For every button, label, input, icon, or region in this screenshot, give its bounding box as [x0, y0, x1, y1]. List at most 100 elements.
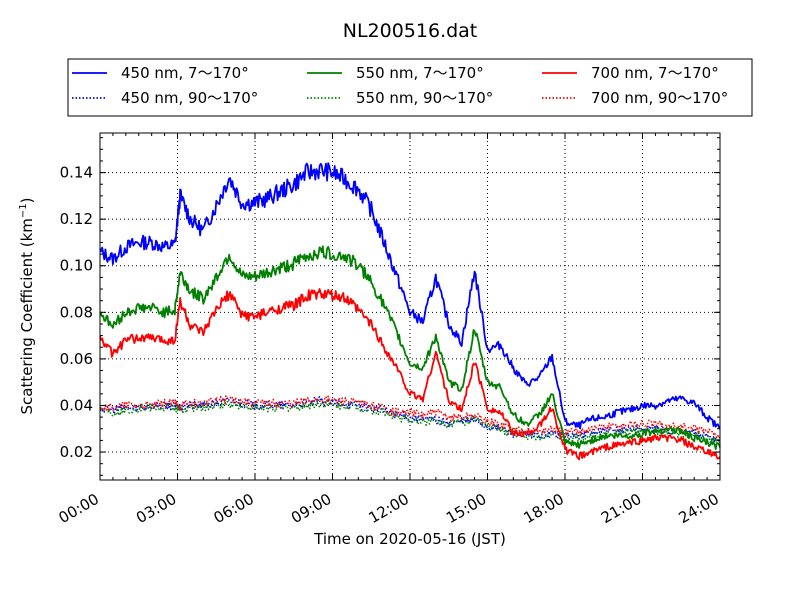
data-point: [358, 403, 359, 404]
data-point: [345, 405, 346, 406]
data-point: [267, 272, 268, 273]
data-point: [526, 433, 527, 434]
data-point: [371, 410, 372, 411]
data-point: [603, 435, 604, 436]
data-point: [551, 407, 552, 408]
data-point: [151, 242, 152, 243]
data-point: [174, 340, 175, 341]
data-point: [577, 435, 578, 436]
data-point: [267, 407, 268, 408]
data-point: [371, 405, 372, 406]
data-point: [151, 307, 152, 308]
data-point: [125, 312, 126, 313]
data-point: [435, 335, 436, 336]
x-tick-label: 15:00: [443, 490, 489, 527]
data-point: [229, 177, 230, 178]
legend-label: 700 nm, 90～170°: [591, 89, 728, 107]
data-point: [203, 403, 204, 404]
data-point: [241, 400, 242, 401]
data-point: [694, 403, 695, 404]
data-point: [190, 407, 191, 408]
data-point: [293, 184, 294, 185]
data-point: [577, 430, 578, 431]
data-point: [577, 426, 578, 427]
data-point: [577, 437, 578, 438]
data-point: [125, 247, 126, 248]
data-point: [306, 256, 307, 257]
y-tick-label: 0.06: [60, 350, 93, 368]
data-point: [590, 419, 591, 420]
data-point: [138, 405, 139, 406]
data-point: [681, 430, 682, 431]
data-point: [332, 254, 333, 255]
data-point: [539, 377, 540, 378]
data-point: [603, 447, 604, 448]
grid: [99, 133, 721, 480]
data-point: [332, 405, 333, 406]
data-point: [332, 172, 333, 173]
data-point: [629, 430, 630, 431]
data-point: [254, 316, 255, 317]
data-point: [241, 314, 242, 315]
data-point: [409, 363, 410, 364]
data-point: [629, 424, 630, 425]
data-point: [174, 244, 175, 245]
data-point: [435, 419, 436, 420]
data-point: [500, 412, 501, 413]
data-point: [526, 424, 527, 425]
data-point: [642, 433, 643, 434]
data-point: [551, 393, 552, 394]
data-point: [655, 424, 656, 425]
data-point: [539, 426, 540, 427]
data-point: [409, 417, 410, 418]
data-point: [358, 309, 359, 310]
legend-label: 550 nm, 7～170°: [356, 64, 484, 82]
data-point: [603, 426, 604, 427]
data-point: [306, 172, 307, 173]
data-point: [179, 300, 180, 301]
data-point: [461, 421, 462, 422]
data-point: [474, 414, 475, 415]
data-point: [112, 412, 113, 413]
data-point: [229, 403, 230, 404]
data-point: [332, 295, 333, 296]
data-point: [254, 407, 255, 408]
data-point: [203, 407, 204, 408]
data-point: [216, 400, 217, 401]
data-point: [500, 424, 501, 425]
data-point: [112, 354, 113, 355]
data-point: [539, 414, 540, 415]
data-point: [396, 277, 397, 278]
data-point: [655, 437, 656, 438]
data-point: [112, 326, 113, 327]
data-point: [461, 417, 462, 418]
data-point: [319, 251, 320, 252]
series-line: [99, 288, 721, 461]
data-point: [642, 440, 643, 441]
data-point: [174, 309, 175, 310]
data-point: [577, 456, 578, 457]
data-point: [694, 437, 695, 438]
legend: 450 nm, 7～170° 550 nm, 7～170° 700 nm, 7～17…: [67, 58, 753, 117]
data-point: [513, 428, 514, 429]
data-point: [564, 433, 565, 434]
data-point: [513, 433, 514, 434]
data-point: [280, 267, 281, 268]
data-point: [616, 412, 617, 413]
data-point: [461, 410, 462, 411]
legend-label: 450 nm, 90～170°: [121, 89, 258, 107]
data-point: [629, 442, 630, 443]
data-point: [396, 417, 397, 418]
data-point: [551, 433, 552, 434]
data-point: [668, 433, 669, 434]
data-point: [267, 198, 268, 199]
series-line: [99, 245, 721, 451]
data-point: [448, 424, 449, 425]
data-point: [681, 426, 682, 427]
data-point: [487, 426, 488, 427]
data-point: [138, 337, 139, 338]
data-point: [513, 414, 514, 415]
data-point: [435, 351, 436, 352]
data-point: [254, 202, 255, 203]
data-point: [203, 230, 204, 231]
